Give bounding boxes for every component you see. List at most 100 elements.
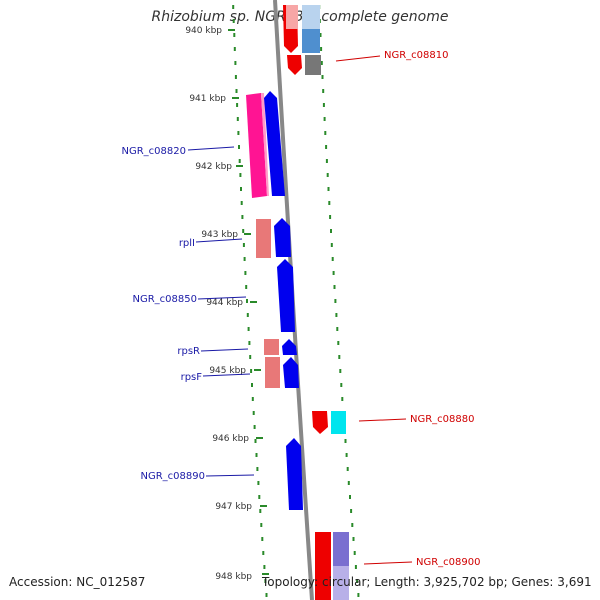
gene-arrow-blue[interactable]	[282, 339, 297, 355]
guide-dot	[330, 229, 332, 233]
gene-arrow-blue[interactable]	[277, 259, 295, 332]
tick-label-943: 943 kbp	[201, 230, 238, 240]
gene-arrow-blue[interactable]	[286, 438, 303, 510]
guide-dot	[245, 285, 248, 289]
guide-dot	[344, 439, 347, 443]
gene-label-ngr-c08880[interactable]: NGR_c08880	[410, 414, 475, 425]
guide-dot	[242, 243, 245, 247]
guide-dot	[234, 75, 237, 79]
guide-dot	[254, 439, 257, 443]
guide-dot	[233, 33, 236, 37]
guide-dot	[240, 187, 242, 191]
gene-label-ngr-c08890[interactable]: NGR_c08890	[141, 471, 206, 482]
tick-mark	[232, 97, 239, 99]
gene-label-rpli[interactable]: rplI	[179, 238, 195, 249]
guide-dot	[260, 523, 263, 527]
guide-dot	[232, 5, 235, 9]
gene-box-gray[interactable]	[305, 55, 321, 75]
guide-dot	[253, 425, 256, 429]
guide-dot	[331, 257, 334, 261]
guide-dot	[330, 243, 333, 247]
gene-arrow-red[interactable]	[315, 532, 331, 600]
gene-labels: NGR_c08810 NGR_c08820 rplI NGR_c08850 rp…	[122, 50, 481, 568]
leader-line	[202, 373, 251, 377]
guide-dot	[354, 565, 357, 569]
guide-dot	[320, 47, 323, 51]
gene-arrow-red[interactable]	[312, 411, 328, 434]
genome-summary: Topology: circular; Length: 3,925,702 bp…	[262, 575, 592, 589]
guide-dot	[351, 523, 354, 527]
leader-line	[205, 474, 255, 477]
guide-dot	[340, 383, 343, 387]
guide-dot	[242, 229, 245, 233]
gene-rna-salmon[interactable]	[256, 219, 271, 258]
guide-dot	[257, 481, 260, 485]
guide-dot	[265, 593, 268, 597]
guide-dot	[321, 75, 324, 79]
gene-arrow-blue[interactable]	[283, 357, 299, 388]
tick-label-947: 947 kbp	[215, 502, 252, 512]
leader-line	[335, 55, 381, 62]
guide-dot	[251, 383, 253, 387]
guide-dot	[241, 215, 244, 219]
tick-label-941: 941 kbp	[189, 94, 226, 104]
leader-line	[363, 561, 413, 565]
guide-dot	[345, 453, 348, 457]
guide-dot	[263, 565, 266, 569]
gene-arrow-cyan[interactable]	[331, 411, 346, 434]
guide-dot	[244, 271, 247, 275]
guide-dot	[252, 411, 255, 415]
guide-dot	[243, 257, 246, 261]
guide-dot	[338, 355, 341, 359]
gene-label-ngr-c08900[interactable]: NGR_c08900	[416, 557, 481, 568]
guide-dot	[339, 369, 342, 373]
gene-rna-salmon[interactable]	[265, 357, 280, 388]
leader-line	[195, 238, 243, 243]
tick-mark	[256, 437, 263, 439]
guide-dot	[234, 61, 237, 65]
guide-dots	[232, 5, 360, 597]
tick-label-948: 948 kbp	[215, 572, 252, 582]
gene-rna-salmon[interactable]	[264, 339, 279, 355]
guide-dot	[346, 467, 349, 471]
tick-mark	[244, 233, 251, 235]
guide-dot	[357, 593, 360, 597]
gene-label-rpsr[interactable]: rpsR	[177, 346, 200, 357]
guide-dot	[249, 355, 252, 359]
gene-box-lightblue	[302, 5, 320, 29]
guide-dot	[239, 173, 242, 177]
guide-dot	[350, 509, 353, 513]
gene-label-ngr-c08850[interactable]: NGR_c08850	[133, 294, 198, 305]
guide-dot	[255, 453, 258, 457]
guide-dot	[246, 313, 249, 317]
guide-dot	[247, 327, 250, 331]
tick-label-946: 946 kbp	[212, 434, 249, 444]
leader-line	[200, 348, 249, 352]
gene-rna-pink[interactable]	[246, 93, 267, 198]
tick-label-945: 945 kbp	[209, 366, 246, 376]
guide-dot	[332, 271, 335, 275]
leader-line	[358, 418, 407, 422]
tick-mark	[250, 301, 257, 303]
guide-dot	[324, 131, 327, 135]
gene-arrow-blue[interactable]	[274, 218, 291, 257]
guide-dot	[349, 495, 351, 499]
guide-dot	[251, 397, 254, 401]
guide-dot	[325, 145, 328, 149]
tick-mark	[254, 369, 261, 371]
guide-dot	[262, 551, 265, 555]
guide-dot	[236, 117, 239, 121]
gene-label-ngr-c08810[interactable]: NGR_c08810	[384, 50, 449, 61]
tick-mark	[228, 29, 235, 31]
gene-label-rpsf[interactable]: rpsF	[181, 372, 203, 383]
gene-arrow-blue[interactable]	[264, 91, 285, 196]
gene-label-ngr-c08820[interactable]: NGR_c08820	[122, 146, 187, 157]
gene-arrow-red[interactable]	[287, 55, 302, 75]
guide-dot	[238, 159, 241, 163]
guide-dot	[319, 33, 322, 37]
guide-dot	[246, 299, 248, 303]
guide-dot	[233, 47, 236, 51]
guide-dot	[232, 19, 235, 23]
gene-features	[246, 5, 349, 600]
